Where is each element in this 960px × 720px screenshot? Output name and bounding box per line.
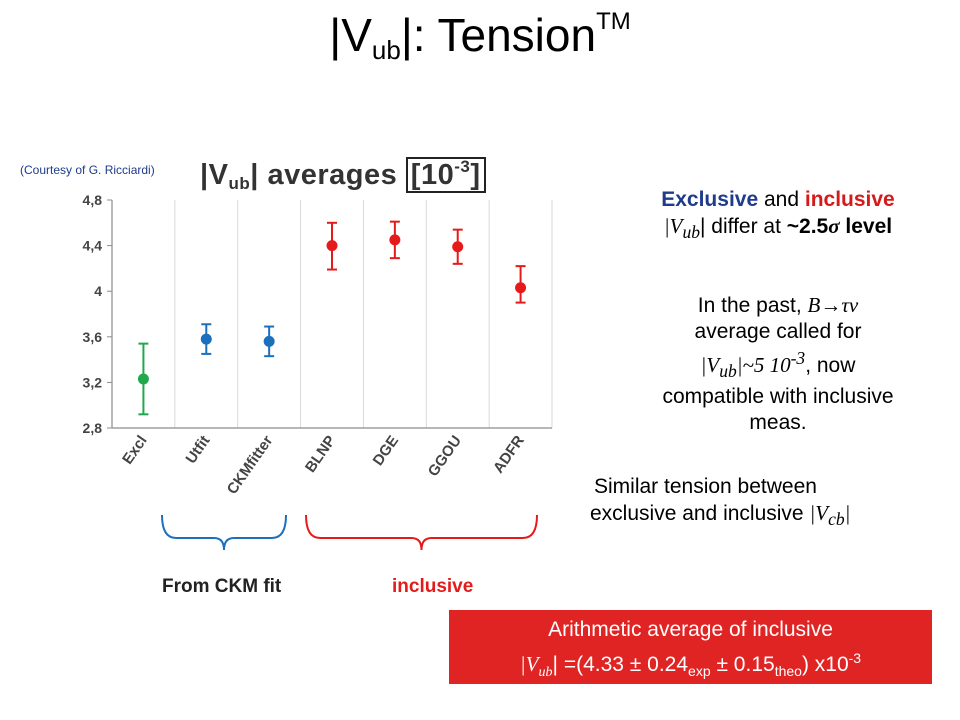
data-point: [326, 240, 338, 252]
x-category-label: CKMfitter: [224, 432, 277, 497]
data-point: [389, 234, 401, 246]
chart-grid: [174, 200, 553, 428]
brace-ckm-fit: [161, 514, 287, 551]
data-point: [200, 333, 212, 345]
courtesy-note: (Courtesy of G. Ricciardi): [20, 163, 155, 177]
chart-axes: [111, 200, 552, 429]
data-point: [515, 282, 527, 294]
y-tick-label: 4,4: [83, 238, 103, 254]
y-tick-label: 4,8: [83, 192, 103, 208]
y-tick-label: 2,8: [83, 420, 103, 436]
tension-statement: Exclusive and inclusive |Vub| differ at …: [661, 188, 895, 243]
x-category-label: GGOU: [425, 433, 465, 480]
data-point: [137, 373, 149, 385]
group-braces: [161, 514, 538, 551]
x-category-label: Excl: [119, 433, 151, 468]
chart-title: |Vub| averages [10-3]: [200, 157, 486, 194]
group-label-inclusive: inclusive: [392, 576, 474, 597]
y-tick-label: 4: [94, 283, 102, 299]
x-category-label: BLNP: [302, 433, 339, 476]
x-category-label: Utfit: [182, 433, 213, 467]
b-tau-nu-statement: In the past, B→τν average called for |Vu…: [662, 293, 894, 435]
y-tick-label: 3,2: [83, 374, 103, 390]
group-label-ckm-fit: From CKM fit: [162, 576, 282, 597]
y-tick-labels: 4,8 4,4 4 3,6 3,2 2,8: [83, 192, 112, 436]
x-category-label: DGE: [370, 433, 403, 469]
x-category-labels: Excl Utfit CKMfitter BLNP DGE GGOU ADFR: [119, 432, 528, 497]
brace-inclusive: [305, 514, 538, 551]
data-points: [137, 220, 527, 416]
data-point: [452, 241, 464, 253]
y-tick-label: 3,6: [83, 329, 103, 345]
inclusive-average-result: Arithmetic average of inclusive |Vub| =(…: [449, 610, 932, 684]
slide-title: |Vub|: TensionTM: [329, 8, 631, 65]
data-point: [263, 335, 275, 347]
x-category-label: ADFR: [490, 432, 528, 476]
vcb-tension-statement: Similar tension between exclusive and in…: [590, 475, 851, 530]
